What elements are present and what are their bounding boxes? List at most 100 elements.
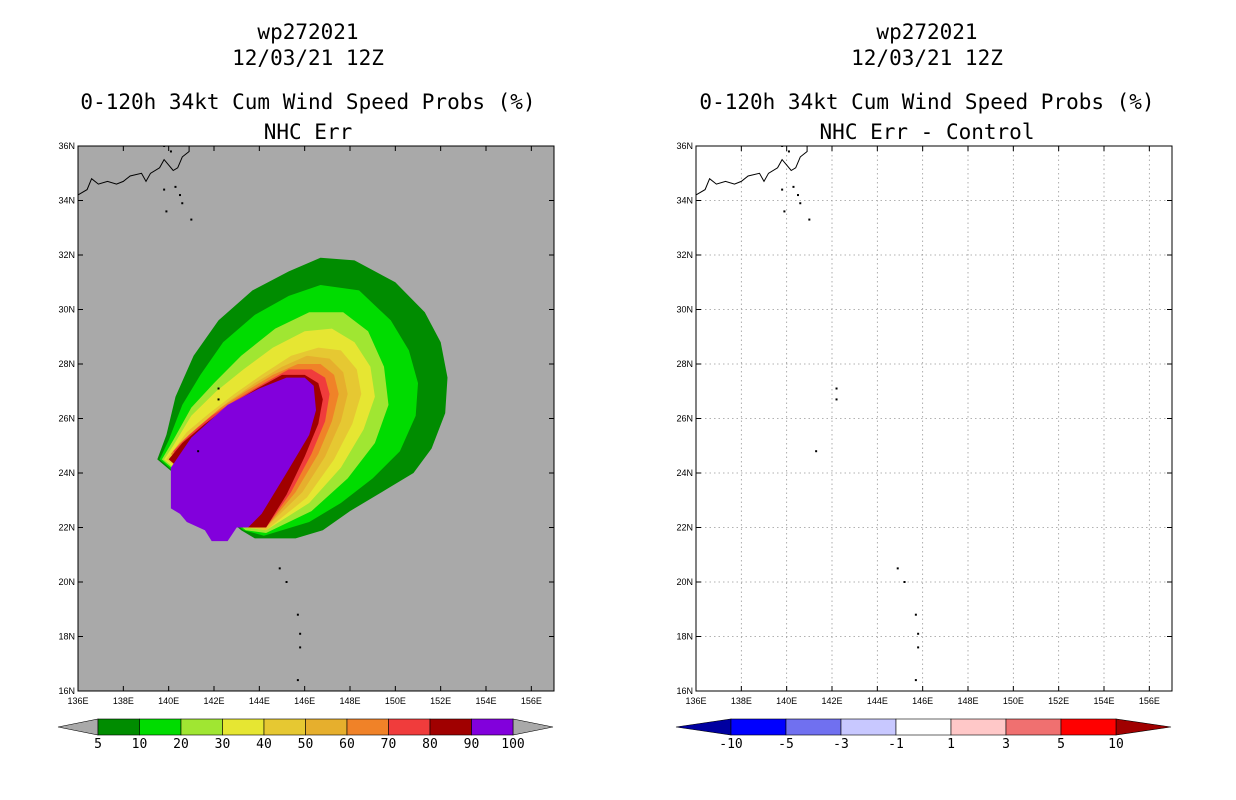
right-ytick-label: 34N [676, 196, 693, 206]
left-colorbar-label: 10 [132, 737, 148, 752]
right-ytick-label: 22N [676, 523, 693, 533]
left-island [296, 613, 299, 616]
right-colorbar-box [730, 718, 787, 736]
left-colorbar-box [263, 718, 306, 736]
right-coastline [696, 146, 808, 196]
right-island [815, 450, 818, 453]
left-island [181, 202, 184, 205]
right-island [914, 613, 917, 616]
left-colorbar-box [222, 718, 265, 736]
left-colorbar-label: 20 [173, 737, 189, 752]
right-ytick-label: 16N [676, 686, 693, 696]
right-xtick-label: 144E [867, 696, 888, 706]
left-colorbar-label: 30 [215, 737, 231, 752]
left-xtick-label: 152E [430, 696, 451, 706]
left-map-content [78, 146, 448, 682]
right-xtick-label: 156E [1139, 696, 1160, 706]
right-xtick-label: 138E [731, 696, 752, 706]
right-island [896, 567, 899, 570]
right-xtick-label: 150E [1003, 696, 1024, 706]
left-colorbar: 5 10 20 30 40 50 60 70 80 90 100 [57, 718, 554, 752]
right-colorbar-box [895, 718, 952, 736]
left-colorbar-label: 50 [298, 737, 314, 752]
right-colorbar-box [950, 718, 1007, 736]
right-colorbar-label: 5 [1057, 737, 1065, 752]
right-ytick-label: 28N [676, 359, 693, 369]
left-xtick-label: 140E [158, 696, 179, 706]
right-xtick-label: 140E [776, 696, 797, 706]
left-island [217, 387, 220, 390]
right-colorbar-label: -1 [888, 737, 904, 752]
right-map-panel: 136E 138E 140E 142E 144E 146E 148E 150E 152E 154E… [676, 141, 1173, 706]
right-xtick-label: 148E [957, 696, 978, 706]
right-ytick-label: 32N [676, 250, 693, 260]
right-island [917, 646, 920, 649]
right-colorbar-box [785, 718, 842, 736]
left-colorbar-box [97, 718, 140, 736]
right-colorbar-label: -5 [778, 737, 794, 752]
left-prob-track-region [170, 377, 316, 542]
right-xtick-label: 152E [1048, 696, 1069, 706]
left-colorbar-box [305, 718, 348, 736]
left-ytick-label: 28N [58, 359, 75, 369]
right-colorbar-low-triangle [675, 718, 732, 736]
right-xtick-label: 146E [912, 696, 933, 706]
left-island [296, 679, 299, 682]
right-island [792, 185, 795, 188]
left-ytick-label: 30N [58, 305, 75, 315]
right-colorbar-label: -10 [719, 737, 742, 752]
left-xtick-label: 146E [294, 696, 315, 706]
right-island [914, 679, 917, 682]
left-xtick-label: 136E [67, 696, 88, 706]
left-title-line4: NHC Err [263, 120, 353, 144]
left-island [285, 581, 288, 583]
right-colorbar-label: 1 [947, 737, 955, 752]
left-island [197, 450, 200, 453]
left-colorbar-box [346, 718, 389, 736]
right-island [917, 632, 920, 635]
left-island [163, 188, 166, 191]
left-xtick-label: 150E [385, 696, 406, 706]
left-ytick-label: 24N [58, 468, 75, 478]
right-title-line2: 12/03/21 12Z [851, 46, 1003, 70]
right-island [783, 210, 786, 213]
right-colorbar-box [840, 718, 897, 736]
left-title-line1: wp272021 [257, 20, 359, 44]
left-colorbar-box [180, 718, 223, 736]
left-xtick-label: 138E [113, 696, 134, 706]
left-colorbar-label: 40 [256, 737, 272, 752]
right-island [781, 188, 784, 191]
right-island [835, 398, 838, 401]
left-colorbar-box [388, 718, 431, 736]
left-colorbar-label: 90 [464, 737, 480, 752]
right-island [797, 194, 799, 197]
left-island [179, 194, 181, 197]
left-ytick-label: 26N [58, 414, 75, 424]
left-xtick-label: 148E [339, 696, 360, 706]
left-coastline [78, 146, 190, 196]
left-ytick-label: 16N [58, 686, 75, 696]
right-map-content [696, 146, 1172, 691]
left-xtick-label: 142E [203, 696, 224, 706]
left-colorbar-box [139, 718, 182, 736]
right-island [808, 218, 811, 221]
left-colorbar-high-triangle [512, 718, 554, 736]
left-xtick-label: 144E [249, 696, 270, 706]
left-colorbar-label: 5 [94, 737, 102, 752]
right-ytick-label: 18N [676, 632, 693, 642]
left-colorbar-label: 100 [501, 737, 524, 752]
left-ytick-label: 36N [58, 141, 75, 151]
left-colorbar-label: 80 [422, 737, 438, 752]
right-colorbar-box [1005, 718, 1062, 736]
right-colorbar: -10 -5 -3 -1 1 3 5 10 [675, 718, 1172, 752]
left-island [174, 185, 177, 188]
left-ytick-label: 22N [58, 523, 75, 533]
left-colorbar-box [429, 718, 472, 736]
left-title-line3: 0-120h 34kt Cum Wind Speed Probs (%) [80, 90, 536, 114]
right-colorbar-high-triangle [1115, 718, 1172, 736]
left-island [278, 567, 281, 570]
right-map-background [696, 146, 1172, 691]
left-island [299, 632, 302, 635]
right-xtick-label: 136E [685, 696, 706, 706]
